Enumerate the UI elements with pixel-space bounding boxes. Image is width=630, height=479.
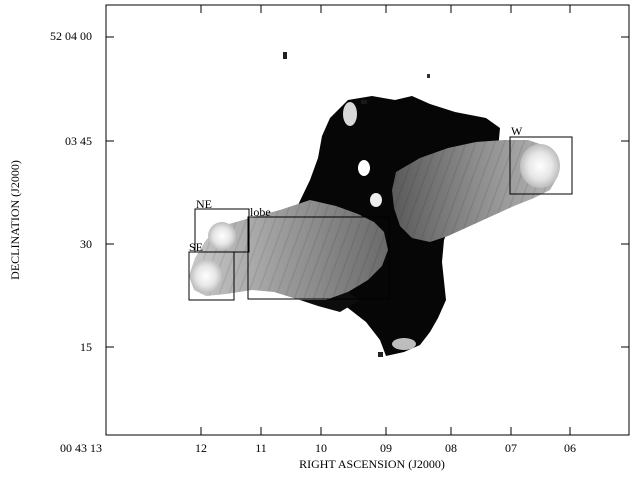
region-label-ne: NE	[196, 197, 212, 211]
x-tick-label: 10	[315, 441, 327, 455]
west-hotspot	[520, 144, 560, 188]
radio-image	[189, 52, 560, 357]
y-tick-label: 52 04 00	[50, 29, 92, 43]
x-tick-label: 00 43 13	[60, 441, 102, 455]
y-tick-label: 30	[80, 237, 92, 251]
core-knot-north	[343, 102, 357, 126]
ne-hotspot	[208, 222, 236, 250]
x-tick-label: 07	[505, 441, 517, 455]
x-tick-label: 08	[445, 441, 457, 455]
x-tick-label: 11	[255, 441, 267, 455]
x-tick-label: 12	[195, 441, 207, 455]
region-box-w	[509, 136, 573, 195]
se-hotspot	[190, 259, 222, 293]
core-knot-south	[392, 338, 416, 350]
y-tick-label: 15	[80, 340, 92, 354]
region-boxes	[188, 136, 573, 301]
region-box-se	[188, 251, 235, 301]
region-box-lobe	[247, 216, 390, 300]
x-tick-labels: 00 43 13 12 11 10 09 08 07 06	[60, 441, 576, 455]
region-labels: NE lobe SE W	[189, 124, 523, 254]
plot-frame	[105, 4, 630, 436]
axis-ticks	[106, 5, 629, 435]
region-label-lobe: lobe	[250, 205, 271, 219]
y-tick-label: 03 45	[65, 134, 92, 148]
core-knot-inner	[358, 160, 370, 176]
region-label-w: W	[511, 124, 523, 138]
core-knot-center	[370, 193, 382, 207]
region-label-se: SE	[189, 240, 203, 254]
y-tick-labels: 52 04 00 03 45 30 15	[50, 29, 92, 354]
y-axis-label: DECLINATION (J2000)	[8, 160, 22, 280]
x-tick-label: 09	[380, 441, 392, 455]
x-axis-label: RIGHT ASCENSION (J2000)	[299, 457, 445, 471]
x-tick-label: 06	[564, 441, 576, 455]
